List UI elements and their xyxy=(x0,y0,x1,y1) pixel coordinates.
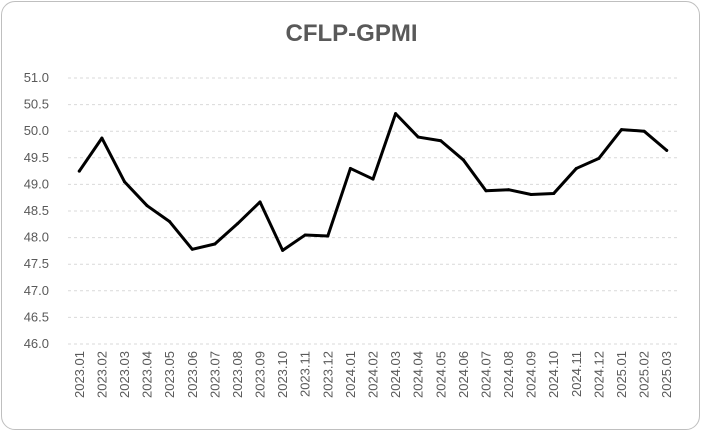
data-point xyxy=(529,193,533,197)
data-point xyxy=(597,156,601,160)
y-tick-label: 50.5 xyxy=(24,97,49,112)
x-tick-label: 2023.07 xyxy=(207,351,222,398)
y-tick-label: 48.5 xyxy=(24,203,49,218)
x-tick-label: 2023.03 xyxy=(117,351,132,398)
y-tick-label: 47.0 xyxy=(24,283,49,298)
data-point xyxy=(190,247,194,251)
series-line xyxy=(77,112,669,252)
x-tick-label: 2023.02 xyxy=(94,351,109,398)
data-point xyxy=(439,139,443,143)
x-tick-label: 2025.01 xyxy=(614,351,629,398)
y-tick-label: 50.0 xyxy=(24,123,49,138)
x-tick-label: 2023.04 xyxy=(140,351,155,398)
x-tick-label: 2023.08 xyxy=(230,351,245,398)
y-tick-label: 46.5 xyxy=(24,309,49,324)
x-tick-label: 2025.02 xyxy=(637,351,652,398)
x-tick-label: 2024.08 xyxy=(501,351,516,398)
data-point xyxy=(552,191,556,195)
x-tick-label: 2023.01 xyxy=(72,351,87,398)
data-point xyxy=(77,169,81,173)
data-point xyxy=(461,158,465,162)
data-point xyxy=(574,166,578,170)
x-tick-label: 2023.10 xyxy=(275,351,290,398)
y-tick-label: 49.5 xyxy=(24,150,49,165)
x-tick-label: 2024.06 xyxy=(456,351,471,398)
x-tick-label: 2024.01 xyxy=(343,351,358,398)
x-tick-label: 2023.06 xyxy=(185,351,200,398)
data-point xyxy=(281,248,285,252)
data-point xyxy=(484,189,488,193)
y-tick-label: 51.0 xyxy=(24,70,49,85)
x-tick-label: 2024.04 xyxy=(411,351,426,398)
x-tick-label: 2024.11 xyxy=(569,351,584,397)
data-point xyxy=(642,129,646,133)
chart-title: CFLP-GPMI xyxy=(285,20,418,47)
x-tick-label: 2024.03 xyxy=(388,351,403,398)
data-point xyxy=(100,136,104,140)
x-tick-label: 2024.02 xyxy=(366,351,381,398)
y-tick-label: 47.5 xyxy=(24,256,49,271)
x-tick-label: 2024.07 xyxy=(478,351,493,398)
x-tick-label: 2023.11 xyxy=(298,351,313,397)
data-point xyxy=(213,242,217,246)
x-tick-label: 2024.09 xyxy=(524,351,539,398)
data-point xyxy=(394,112,398,116)
x-tick-label: 2025.03 xyxy=(659,351,674,398)
y-tick-label: 49.0 xyxy=(24,176,49,191)
x-tick-label: 2023.12 xyxy=(320,351,335,398)
x-tick-label: 2024.10 xyxy=(546,351,561,398)
y-tick-label: 48.0 xyxy=(24,230,49,245)
x-tick-label: 2023.05 xyxy=(162,351,177,398)
data-point xyxy=(258,200,262,204)
data-point xyxy=(665,148,669,152)
data-point xyxy=(145,204,149,208)
data-point xyxy=(122,180,126,184)
data-point xyxy=(416,135,420,139)
data-point xyxy=(620,128,624,132)
x-tick-label: 2023.09 xyxy=(253,351,268,398)
x-tick-label: 2024.12 xyxy=(591,351,606,398)
x-tick-label: 2024.05 xyxy=(433,351,448,398)
y-tick-label: 46.0 xyxy=(24,336,49,351)
data-point xyxy=(168,220,172,224)
data-point xyxy=(326,234,330,238)
data-point xyxy=(303,233,307,237)
data-point xyxy=(235,222,239,226)
data-point xyxy=(507,188,511,192)
data-point xyxy=(348,166,352,170)
data-point xyxy=(371,177,375,181)
